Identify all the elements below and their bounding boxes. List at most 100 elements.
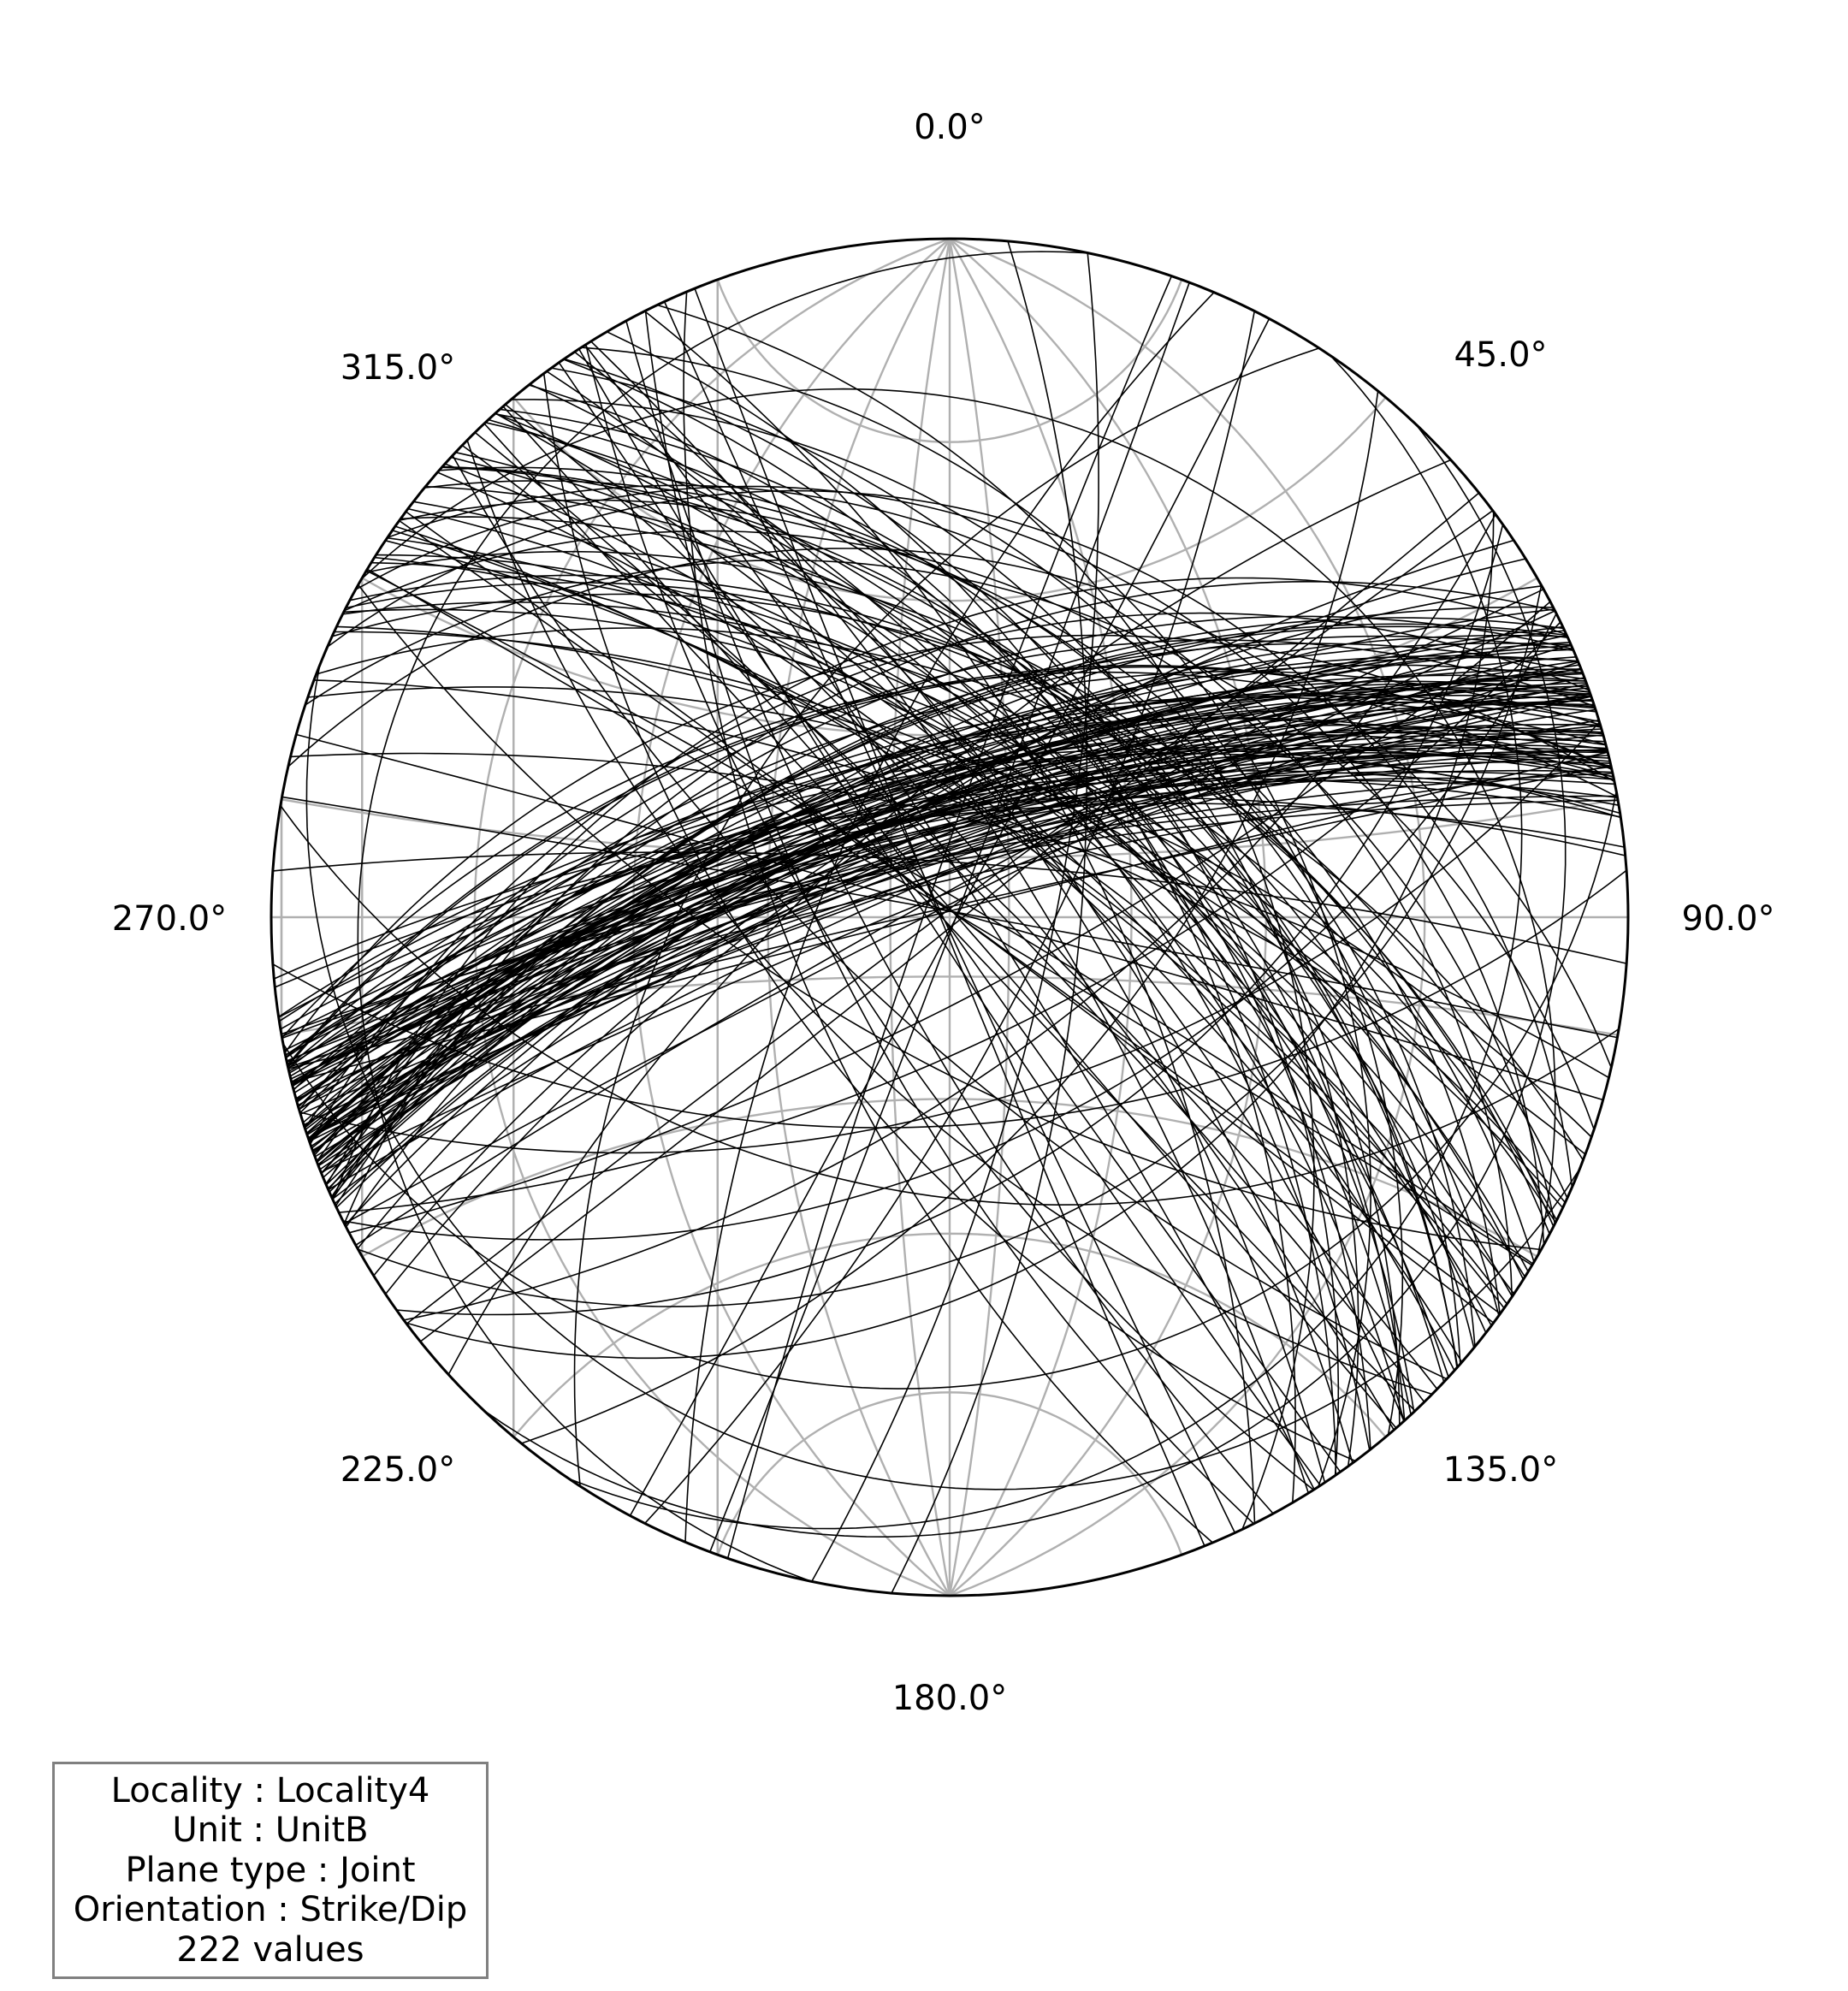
azimuth-label-180: 180.0° [892,1679,1008,1718]
plane-great-circle [342,601,1558,1221]
plane-great-circle [373,558,1526,1277]
plane-great-circle [441,465,1458,1368]
plane-great-circle [325,615,1573,1186]
azimuth-label-45: 45.0° [1454,335,1547,375]
plane-great-circle [384,539,1514,1295]
plane-great-circle [629,318,1270,1516]
plane-great-circle [511,399,1404,1436]
plane-great-circle [425,485,1475,1348]
plane-great-circle [285,771,1614,1056]
plane-great-circle [299,692,1600,1114]
plane-great-circle [272,851,1627,964]
plane-great-circle [342,613,1557,1241]
azimuth-label-0: 0.0° [914,108,986,147]
plane-great-circle [439,466,1461,1365]
plane-great-circle [307,686,1592,1138]
plane-great-circle [365,570,1534,1265]
plane-type-text: Plane type : Joint [125,1850,416,1890]
plane-great-circle [338,621,1561,1213]
plane-great-circle [419,492,1480,1342]
plane-great-circle [332,634,1567,1200]
plane-great-circle [644,311,1255,1525]
grid-small-circle [716,279,1183,1555]
azimuth-label-90: 90.0° [1681,899,1774,939]
plane-great-circle [483,424,1567,1538]
plane-great-circle [683,291,1213,1544]
plane-great-circle [280,805,1620,1206]
plane-great-circle [444,463,1455,1372]
plane-great-circle [521,390,1379,1444]
orientation-text: Orientation : Strike/Dip [73,1890,468,1930]
plane-great-circle [343,580,1555,1224]
plane-great-circle [303,708,1596,1126]
plane-great-circle [568,355,1523,1530]
plane-great-circle [364,550,1535,1263]
plane-great-circle [542,373,1356,1462]
primitive-circle [270,237,1630,1597]
plane-great-circle [466,440,1433,1395]
plane-great-circle [325,635,1574,1185]
plane-great-circle [317,668,1582,1166]
plane-great-circle [403,513,1496,1321]
plane-great-circle [891,240,1088,1594]
plane-great-circle [424,480,1476,1347]
plane-great-circle [644,311,1256,1525]
plane-great-circle [387,484,1513,1297]
plane-great-circle [406,510,1494,1324]
plane-great-circle [331,593,1568,1199]
plane-great-circle [656,304,1315,1530]
plane-great-circle [331,634,1568,1199]
plane-great-circle [474,431,1425,1403]
plane-great-circle [311,687,1589,1147]
plane-great-circle [694,287,1205,1547]
plane-great-circle [811,252,1099,1582]
plane-great-circle [336,625,1564,1209]
grid-small-circle [716,279,1183,1555]
plane-great-circle [345,606,1554,1228]
plane-great-circle [291,750,1608,1085]
plane-great-circle [581,347,1371,1488]
plane-great-circle [590,341,1310,1494]
plane-great-circle [334,631,1567,1204]
plane-great-circle [290,755,1609,1080]
plane-great-circle [407,507,1492,1326]
plane-great-circle [376,554,1525,1280]
plane-great-circle [485,422,1415,1413]
unit-text: Unit : UnitB [172,1810,369,1851]
plane-great-circle [357,251,1088,1583]
plane-great-circle [272,869,1627,1129]
plane-great-circle [726,276,1173,1559]
plane-great-circle [287,666,1612,1067]
annotation-box: Locality : Locality4 Unit : UnitB Plane … [52,1762,489,1979]
azimuth-label-225: 225.0° [341,1450,456,1490]
plane-great-circles [272,240,1627,1594]
plane-great-circle [488,418,1412,1415]
plane-great-circle [335,617,1564,1207]
plane-great-circle [358,584,1543,1307]
grid-small-circle [361,576,1538,1257]
grid-small-circle [512,394,1387,1437]
plane-great-circle [287,733,1612,1070]
plane-great-circle [290,752,1609,1079]
plane-great-circle [436,471,1463,1363]
locality-text: Locality : Locality4 [110,1770,430,1810]
plane-great-circle [305,665,1580,1490]
plane-great-circle [406,511,1495,1360]
plane-great-circle [355,485,1545,1245]
plane-great-circle [317,668,1582,1165]
plane-great-circle [625,320,1274,1514]
plane-great-circle [495,412,1405,1422]
plane-great-circle [392,530,1508,1305]
plane-great-circle [344,530,1556,1224]
plane-great-circle [299,721,1601,1154]
plane-great-circle [405,511,1495,1324]
plane-great-circle [606,330,1296,1503]
plane-great-circle [585,344,1314,1490]
plane-great-circle [305,702,1595,1131]
plane-great-circle [387,536,1513,1297]
plane-great-circle [546,370,1353,1464]
plane-great-circle [461,444,1438,1390]
plane-great-circle [308,693,1590,1141]
plane-great-circle [304,701,1596,1128]
